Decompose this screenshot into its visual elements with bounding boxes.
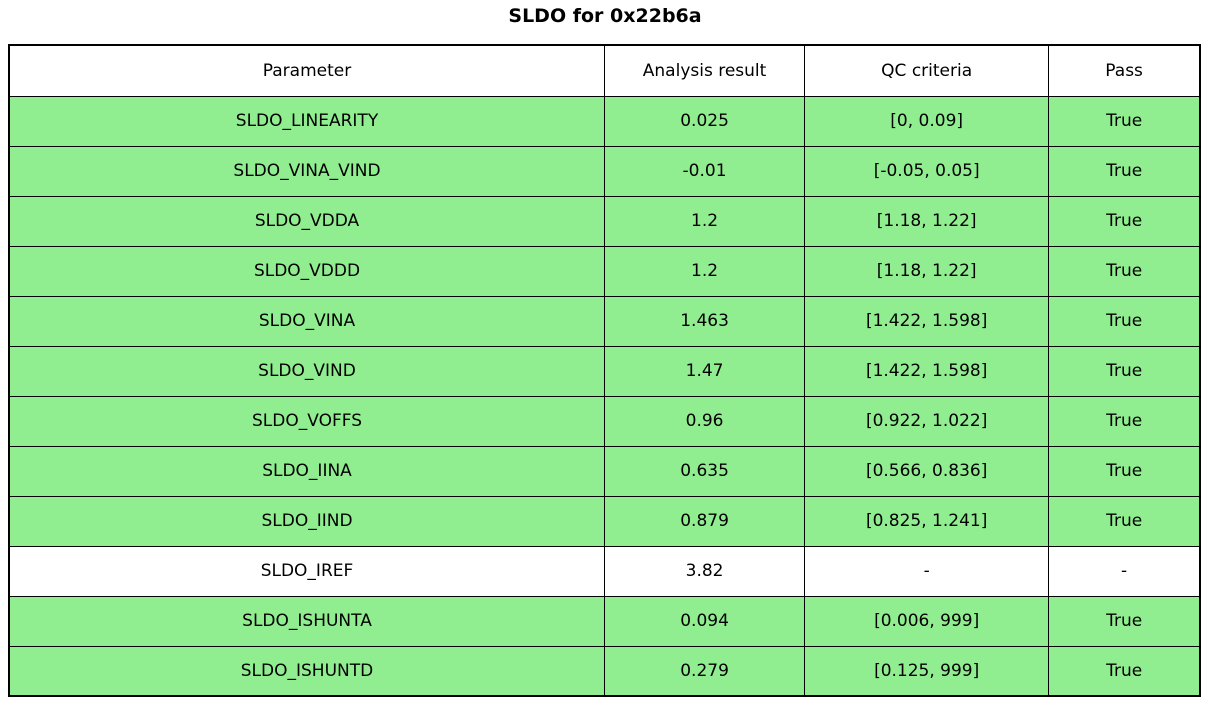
cell-qc-criteria: [0.825, 1.241] (804, 495, 1050, 547)
cell-parameter: SLDO_VINA (8, 295, 606, 347)
cell-qc-criteria: [1.422, 1.598] (804, 345, 1050, 397)
cell-analysis-result: 0.094 (604, 595, 806, 647)
table-row: SLDO_IINA 0.635 [0.566, 0.836] True (8, 445, 1201, 497)
cell-analysis-result: -0.01 (604, 145, 806, 197)
cell-analysis-result: 0.635 (604, 445, 806, 497)
column-header-qc-criteria: QC criteria (804, 44, 1050, 97)
cell-parameter: SLDO_ISHUNTA (8, 595, 606, 647)
cell-qc-criteria: [1.18, 1.22] (804, 245, 1050, 297)
table-row: SLDO_LINEARITY 0.025 [0, 0.09] True (8, 95, 1201, 147)
cell-analysis-result: 1.2 (604, 245, 806, 297)
figure-title: SLDO for 0x22b6a (508, 5, 702, 27)
cell-pass: True (1048, 345, 1201, 397)
cell-parameter: SLDO_VDDA (8, 195, 606, 247)
cell-pass: True (1048, 495, 1201, 547)
cell-analysis-result: 3.82 (604, 545, 806, 597)
cell-parameter: SLDO_IIND (8, 495, 606, 547)
cell-parameter: SLDO_LINEARITY (8, 95, 606, 147)
cell-pass: True (1048, 95, 1201, 147)
table-row: SLDO_IIND 0.879 [0.825, 1.241] True (8, 495, 1201, 547)
cell-parameter: SLDO_VINA_VIND (8, 145, 606, 197)
table-row: SLDO_VOFFS 0.96 [0.922, 1.022] True (8, 395, 1201, 447)
column-header-pass: Pass (1048, 44, 1201, 97)
cell-pass: True (1048, 245, 1201, 297)
cell-pass: True (1048, 295, 1201, 347)
cell-pass: True (1048, 145, 1201, 197)
cell-parameter: SLDO_ISHUNTD (8, 645, 606, 697)
cell-pass: True (1048, 595, 1201, 647)
cell-analysis-result: 1.463 (604, 295, 806, 347)
cell-pass: True (1048, 445, 1201, 497)
column-header-analysis-result: Analysis result (604, 44, 806, 97)
cell-qc-criteria: [0.006, 999] (804, 595, 1050, 647)
column-header-parameter: Parameter (8, 44, 606, 97)
cell-pass: True (1048, 645, 1201, 697)
cell-qc-criteria: [-0.05, 0.05] (804, 145, 1050, 197)
table-row: SLDO_ISHUNTA 0.094 [0.006, 999] True (8, 595, 1201, 647)
cell-parameter: SLDO_IREF (8, 545, 606, 597)
cell-qc-criteria: - (804, 545, 1050, 597)
cell-analysis-result: 0.025 (604, 95, 806, 147)
cell-parameter: SLDO_VDDD (8, 245, 606, 297)
cell-pass: - (1048, 545, 1201, 597)
cell-qc-criteria: [1.18, 1.22] (804, 195, 1050, 247)
table-row: SLDO_VDDA 1.2 [1.18, 1.22] True (8, 195, 1201, 247)
cell-analysis-result: 1.47 (604, 345, 806, 397)
cell-pass: True (1048, 195, 1201, 247)
cell-qc-criteria: [0.922, 1.022] (804, 395, 1050, 447)
cell-qc-criteria: [0.566, 0.836] (804, 445, 1050, 497)
table-row: SLDO_VIND 1.47 [1.422, 1.598] True (8, 345, 1201, 397)
table-row: SLDO_VDDD 1.2 [1.18, 1.22] True (8, 245, 1201, 297)
table-row: SLDO_VINA 1.463 [1.422, 1.598] True (8, 295, 1201, 347)
cell-qc-criteria: [0.125, 999] (804, 645, 1050, 697)
table-row: SLDO_IREF 3.82 - - (8, 545, 1201, 597)
qc-results-table: Parameter Analysis result QC criteria Pa… (8, 44, 1201, 697)
cell-parameter: SLDO_IINA (8, 445, 606, 497)
cell-analysis-result: 0.96 (604, 395, 806, 447)
table-row: SLDO_ISHUNTD 0.279 [0.125, 999] True (8, 645, 1201, 697)
cell-analysis-result: 0.279 (604, 645, 806, 697)
cell-analysis-result: 1.2 (604, 195, 806, 247)
header-row: Parameter Analysis result QC criteria Pa… (8, 44, 1201, 97)
cell-parameter: SLDO_VOFFS (8, 395, 606, 447)
cell-parameter: SLDO_VIND (8, 345, 606, 397)
cell-analysis-result: 0.879 (604, 495, 806, 547)
cell-qc-criteria: [1.422, 1.598] (804, 295, 1050, 347)
cell-pass: True (1048, 395, 1201, 447)
cell-qc-criteria: [0, 0.09] (804, 95, 1050, 147)
table-row: SLDO_VINA_VIND -0.01 [-0.05, 0.05] True (8, 145, 1201, 197)
